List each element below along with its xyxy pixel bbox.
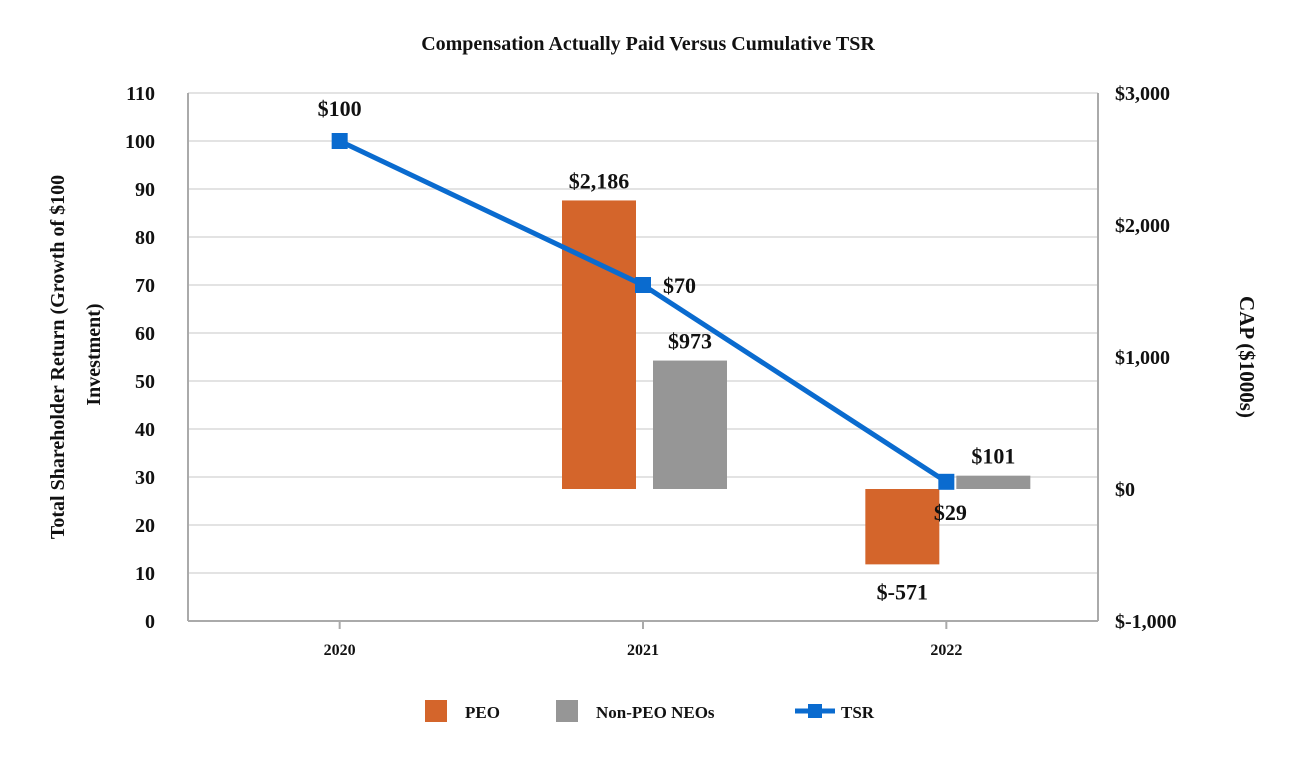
bar-peo <box>562 200 636 489</box>
y-left-tick: 70 <box>135 275 155 297</box>
bar-data-label: $2,186 <box>569 168 630 193</box>
y-left-tick: 100 <box>125 131 155 153</box>
bar-peo <box>865 489 940 565</box>
y-left-tick: 10 <box>135 563 155 585</box>
y-right-tick: $0 <box>1115 479 1135 501</box>
bar-data-label: $101 <box>971 444 1015 469</box>
y-left-tick: 110 <box>126 83 155 105</box>
y-left-tick: 90 <box>135 179 155 201</box>
y-right-tick: $1,000 <box>1115 347 1170 369</box>
y-left-tick: 20 <box>135 515 155 537</box>
tsr-data-label: $70 <box>663 273 696 298</box>
y-left-tick: 30 <box>135 467 155 489</box>
tsr-marker <box>938 473 955 490</box>
x-tick-label: 2021 <box>627 642 659 659</box>
x-tick-label: 2022 <box>930 642 962 659</box>
legend-peo-swatch <box>425 700 447 722</box>
tsr-marker <box>331 133 348 149</box>
y-left-tick: 0 <box>145 611 155 633</box>
bar-data-label: $-571 <box>877 579 928 604</box>
chart-title: Compensation Actually Paid Versus Cumula… <box>421 33 875 55</box>
bar-non-peo-neos <box>653 360 727 489</box>
tsr-data-label: $29 <box>934 500 967 525</box>
y-left-label: Total Shareholder Return (Growth of $100… <box>47 175 105 539</box>
x-tick-label: 2020 <box>324 642 356 659</box>
y-left-tick: 50 <box>135 371 155 393</box>
y-right-tick: $2,000 <box>1115 215 1170 237</box>
y-right-label: CAP ($1000s) <box>1235 296 1259 418</box>
legend-tsr-label: TSR <box>841 703 875 722</box>
legend-non-peo-neos-label: Non-PEO NEOs <box>596 703 715 722</box>
y-left-tick: 40 <box>135 419 155 441</box>
y-right-tick: $3,000 <box>1115 83 1170 105</box>
tsr-line <box>338 138 948 484</box>
legend-non-peo-neos-swatch <box>556 700 578 722</box>
legend-peo-label: PEO <box>465 703 500 722</box>
bar-data-label: $973 <box>668 329 712 354</box>
y-left-tick: 80 <box>135 227 155 249</box>
bar-non-peo-neos <box>956 475 1031 489</box>
tsr-data-label: $100 <box>318 96 362 121</box>
legend-tsr-marker <box>808 704 822 718</box>
y-right-tick: $-1,000 <box>1115 611 1177 633</box>
y-left-tick: 60 <box>135 323 155 345</box>
tsr-marker <box>635 277 651 293</box>
